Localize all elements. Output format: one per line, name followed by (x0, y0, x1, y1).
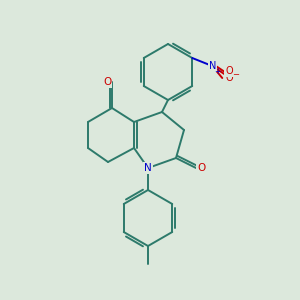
Text: N: N (144, 163, 152, 173)
Text: N: N (208, 61, 216, 71)
Text: O: O (103, 77, 111, 87)
Text: O: O (225, 73, 233, 83)
Text: +: + (214, 67, 220, 76)
Text: O: O (225, 66, 233, 76)
Text: −: − (232, 70, 239, 80)
Text: O: O (197, 163, 205, 173)
